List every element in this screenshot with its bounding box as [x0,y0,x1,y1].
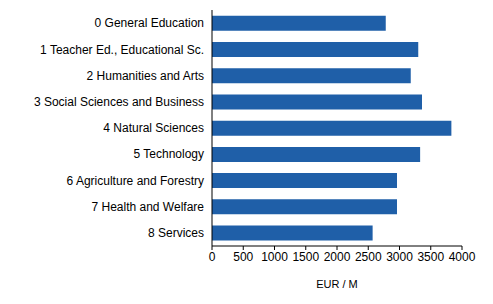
svg-text:2500: 2500 [355,250,382,264]
svg-text:5 Technology: 5 Technology [134,147,205,161]
svg-text:3000: 3000 [386,250,413,264]
svg-text:7 Health and Welfare: 7 Health and Welfare [91,200,204,214]
svg-text:8 Services: 8 Services [148,226,204,240]
svg-text:3500: 3500 [417,250,444,264]
svg-text:0 General Education: 0 General Education [95,16,204,30]
svg-text:1000: 1000 [261,250,288,264]
svg-text:EUR / M: EUR / M [316,278,358,290]
svg-text:4000: 4000 [449,250,476,264]
svg-text:500: 500 [233,250,253,264]
svg-text:1 Teacher Ed., Educational Sc.: 1 Teacher Ed., Educational Sc. [40,43,204,57]
svg-text:6 Agriculture and Forestry: 6 Agriculture and Forestry [67,174,204,188]
svg-text:1500: 1500 [292,250,319,264]
svg-text:3 Social Sciences and Business: 3 Social Sciences and Business [34,95,204,109]
svg-text:4 Natural Sciences: 4 Natural Sciences [103,121,204,135]
svg-text:2 Humanities and Arts: 2 Humanities and Arts [87,69,204,83]
svg-text:2000: 2000 [324,250,351,264]
svg-text:0: 0 [209,250,216,264]
